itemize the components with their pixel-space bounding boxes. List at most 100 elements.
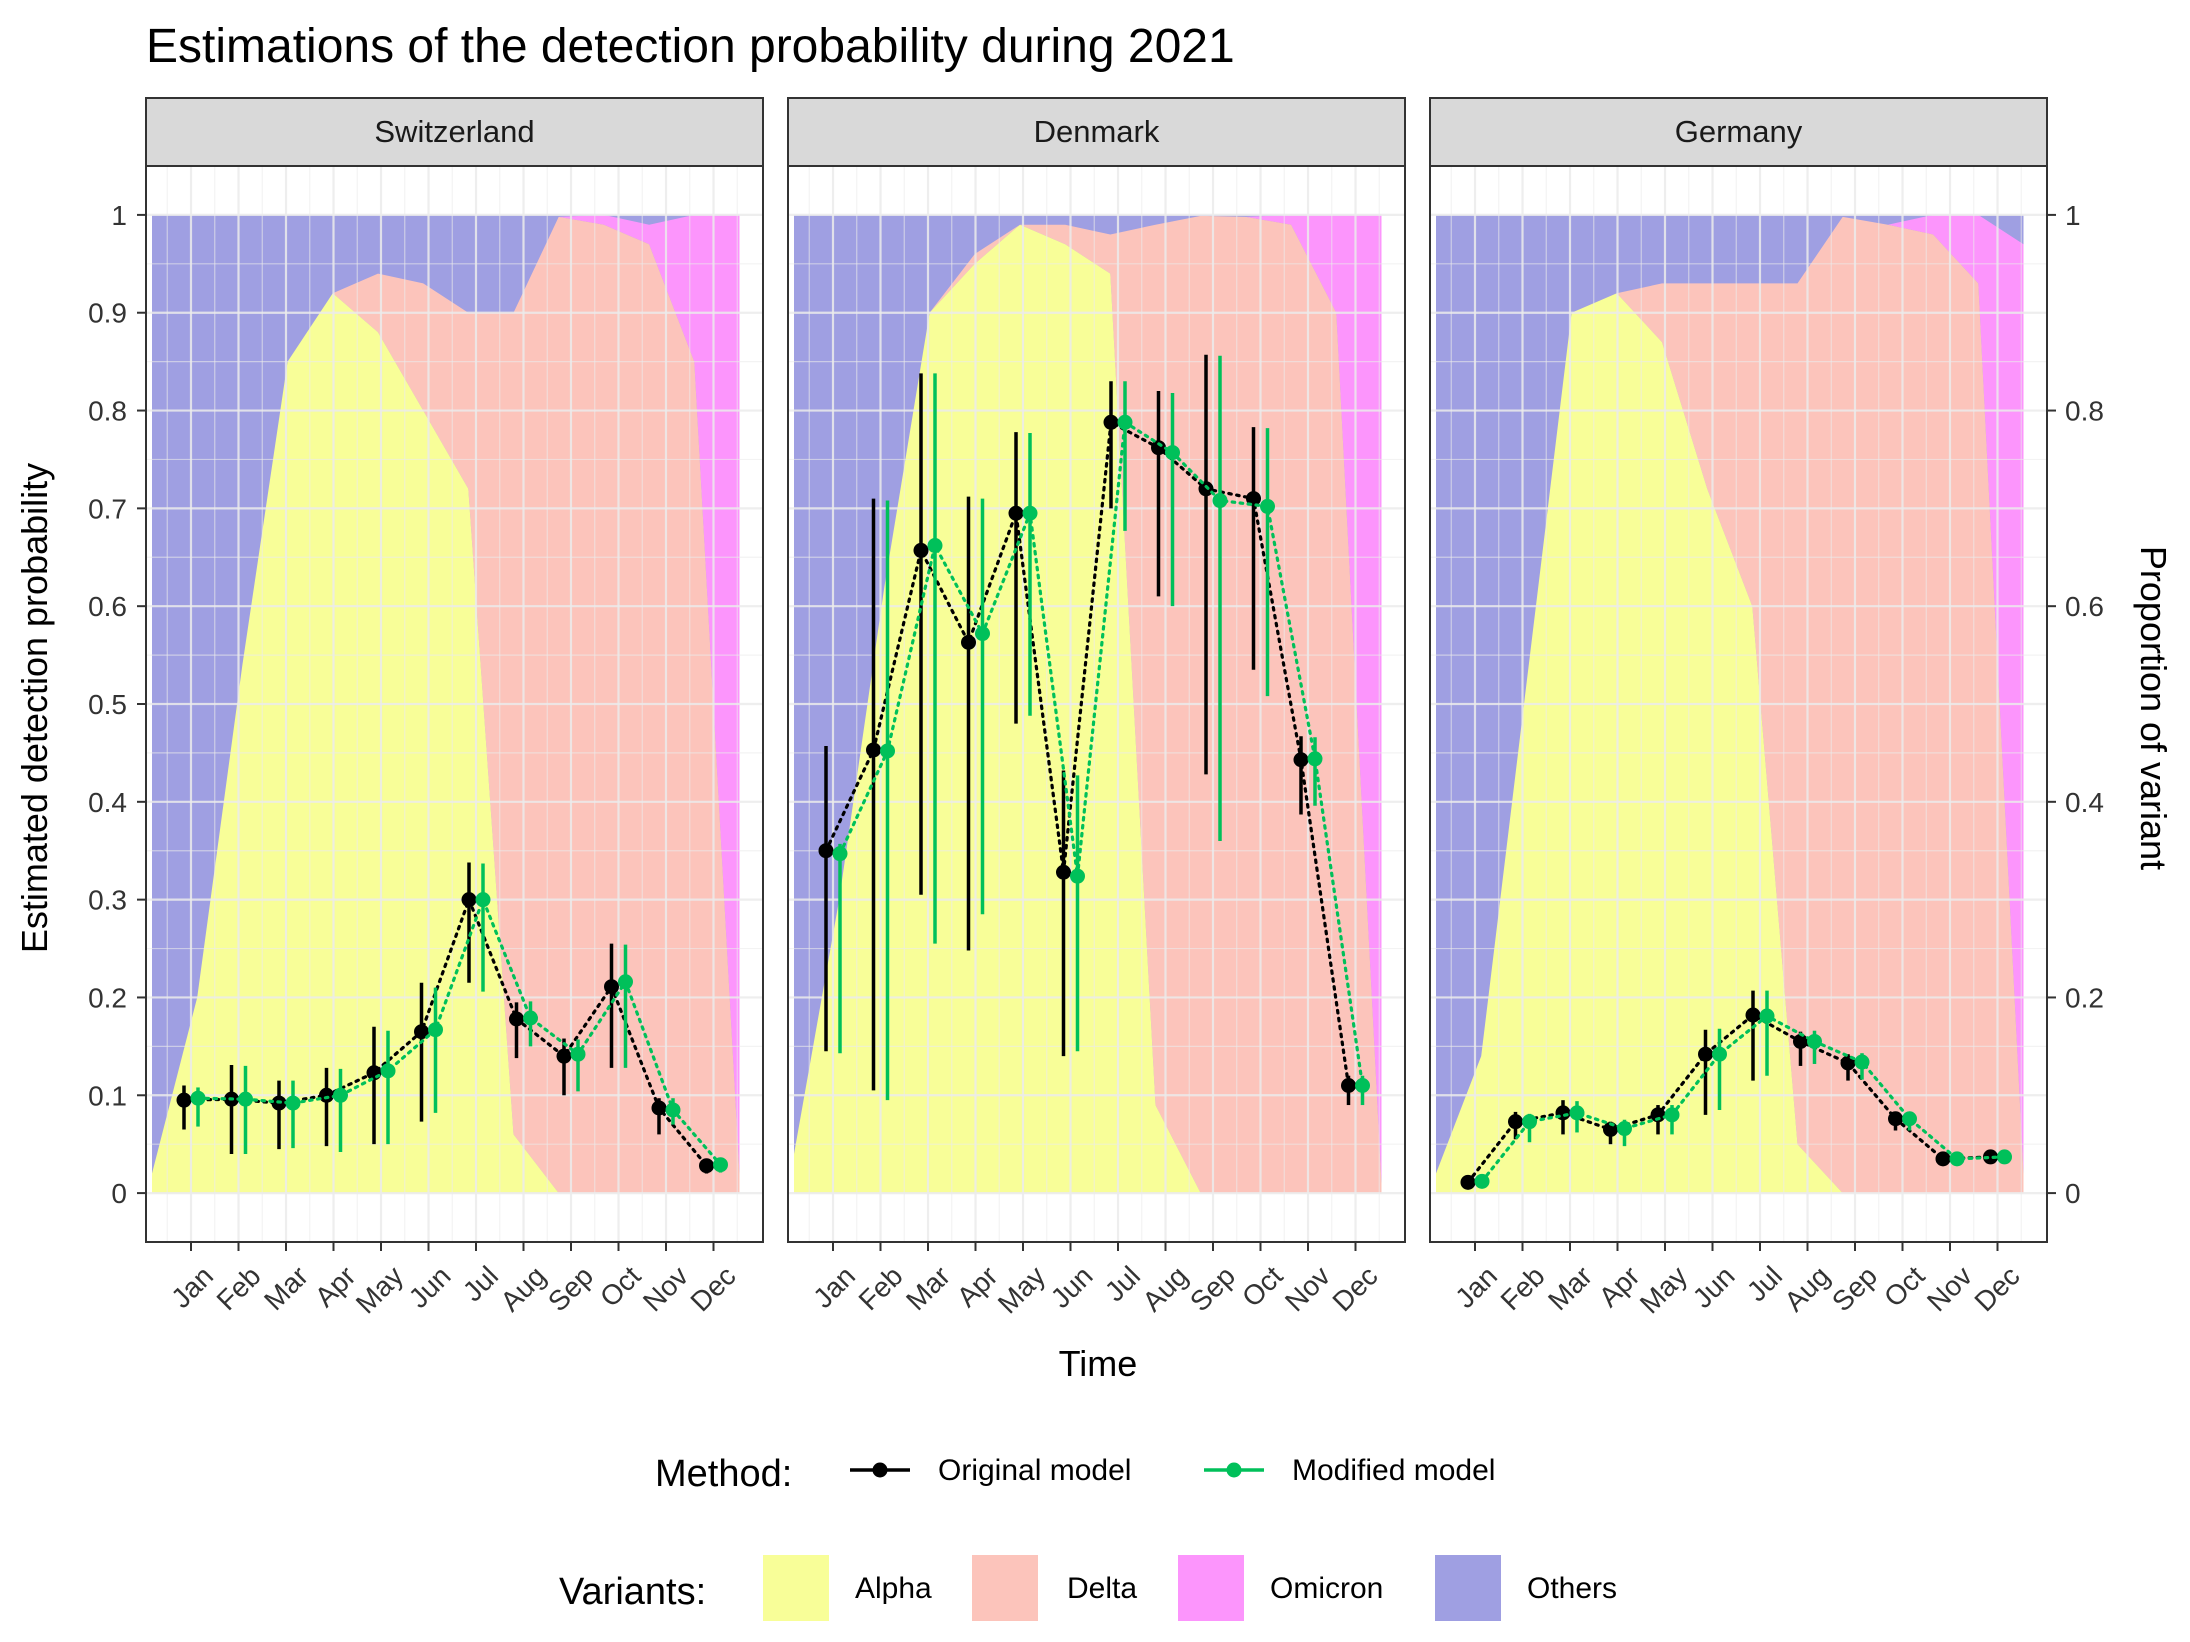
x-tick-label: May [1634, 1260, 1693, 1319]
point-modified [285, 1095, 301, 1111]
series-line-modified [196, 895, 723, 1167]
legend-variants-title: Variants: [559, 1571, 706, 1613]
point-modified [1617, 1121, 1632, 1137]
point-original [1198, 481, 1214, 497]
legend-method-label: Original model [938, 1454, 1131, 1487]
x-tick-label: Oct [1236, 1260, 1289, 1313]
legend-variant-label: Others [1527, 1572, 1617, 1605]
x-tick-label: Mar [1542, 1260, 1598, 1316]
x-tick-label: Jun [1045, 1260, 1099, 1314]
area-omicron [152, 214, 740, 1174]
point-original [556, 1048, 572, 1064]
point-modified [1474, 1173, 1490, 1189]
y-tick-label: 0.7 [88, 493, 127, 524]
point-modified [475, 892, 491, 908]
point-modified [1664, 1107, 1680, 1123]
point-modified [618, 974, 633, 990]
series-modified [1474, 990, 2012, 1189]
x-tick-label: Mar [258, 1260, 314, 1316]
panel-strip-label: Germany [1675, 114, 1803, 149]
point-original [319, 1087, 334, 1103]
x-tick-label: Feb [853, 1260, 909, 1316]
legend-method-key-point [872, 1462, 888, 1478]
x-tick-label: May [992, 1260, 1051, 1319]
point-modified [832, 846, 848, 862]
legend-method-key-point [1226, 1462, 1242, 1478]
point-modified [1022, 505, 1038, 521]
point-modified [1569, 1105, 1585, 1121]
panel-strip [787, 97, 1406, 167]
point-modified [190, 1090, 206, 1106]
series-line-modified [1480, 1014, 2007, 1183]
point-original [1650, 1107, 1666, 1123]
x-tick-label: Jun [403, 1260, 457, 1314]
x-tick-label: Apr [951, 1260, 1004, 1313]
point-modified [1902, 1111, 1917, 1127]
grid [146, 166, 763, 1242]
x-tick-label: Feb [211, 1260, 267, 1316]
point-modified [1355, 1077, 1370, 1093]
x-tick-label: Jan [1449, 1260, 1503, 1314]
point-original [1888, 1111, 1903, 1127]
x-tick-label: Dec [1326, 1260, 1383, 1317]
point-original [818, 843, 834, 859]
x-tick-label: Jul [457, 1260, 504, 1307]
point-original [366, 1065, 382, 1081]
x-tick-label: Nov [1279, 1260, 1336, 1317]
point-original [1603, 1122, 1618, 1138]
point-modified [1212, 493, 1228, 509]
point-modified [927, 538, 943, 554]
series-modified [832, 355, 1370, 1106]
point-modified [1712, 1046, 1727, 1062]
series-line-original [1466, 1013, 1993, 1184]
x-tick-label: Apr [309, 1260, 362, 1313]
point-modified [713, 1157, 728, 1173]
point-original [1698, 1046, 1713, 1062]
panel-border [1429, 165, 2048, 1243]
panel-border [787, 165, 1406, 1243]
point-original [1151, 440, 1166, 456]
legend-variant-key [1435, 1555, 1501, 1621]
point-modified [1854, 1054, 1870, 1070]
y-tick-label: 0.2 [88, 982, 127, 1013]
y-secondary-tick-label: 0.4 [2065, 787, 2104, 818]
point-original [604, 979, 619, 995]
x-tick-label: Dec [1968, 1260, 2025, 1317]
point-modified [975, 626, 990, 642]
x-tick-label: Dec [684, 1260, 741, 1317]
x-tick-label: Jun [1687, 1260, 1741, 1314]
y-tick-label: 0.6 [88, 591, 127, 622]
point-original [414, 1024, 429, 1040]
point-original [1508, 1114, 1523, 1130]
x-tick-label: Oct [594, 1260, 647, 1313]
y-tick-label: 0.4 [88, 787, 127, 818]
point-original [1246, 491, 1261, 507]
x-tick-label: Nov [1921, 1260, 1978, 1317]
point-modified [1307, 751, 1323, 767]
x-tick-label: Jul [1099, 1260, 1146, 1307]
series-line-original [824, 419, 1351, 1088]
point-modified [1759, 1008, 1775, 1024]
grid [788, 166, 1405, 1242]
y-tick-label: 0.1 [88, 1080, 127, 1111]
point-original [1935, 1151, 1951, 1167]
x-tick-label: Sep [1184, 1260, 1241, 1317]
x-tick-label: Aug [494, 1260, 551, 1317]
point-original [913, 542, 929, 558]
y-secondary-tick-label: 0.6 [2065, 591, 2104, 622]
legend-method-title: Method: [655, 1453, 792, 1495]
grid [1430, 166, 2047, 1242]
point-modified [523, 1010, 538, 1026]
x-tick-label: May [350, 1260, 409, 1319]
x-tick-label: Nov [637, 1260, 694, 1317]
legend-method: Method: Original model Modified model [655, 1453, 1495, 1495]
series-original [1460, 990, 1998, 1190]
point-modified [570, 1046, 586, 1062]
x-tick-label: Apr [1593, 1260, 1646, 1313]
